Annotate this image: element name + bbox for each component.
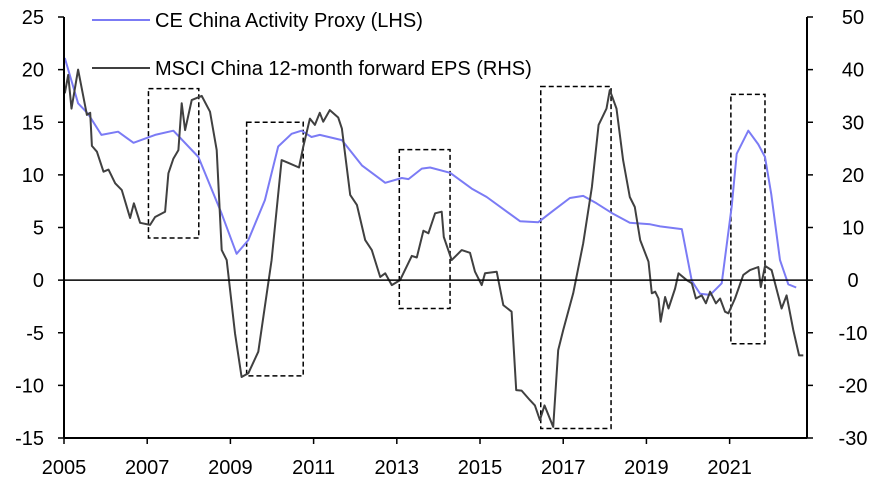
- x-tick-label: 2019: [624, 457, 669, 479]
- left-tick-label: -15: [15, 428, 44, 450]
- left-tick-label: 0: [33, 270, 44, 292]
- right-tick-label: -10: [839, 323, 868, 345]
- right-tick-label: 40: [842, 60, 864, 82]
- x-tick-label: 2015: [458, 457, 503, 479]
- highlight-box: [245, 121, 304, 377]
- left-tick-label: 10: [22, 165, 44, 187]
- highlight-box: [398, 148, 451, 310]
- x-tick-label: 2021: [707, 457, 752, 479]
- legend-label-activity: CE China Activity Proxy (LHS): [155, 10, 423, 32]
- x-tick-label: 2011: [292, 457, 335, 479]
- right-tick-label: 0: [847, 270, 858, 292]
- x-tick-label: 2009: [208, 457, 253, 479]
- x-tick-label: 2007: [125, 457, 170, 479]
- right-tick-label: 50: [842, 7, 864, 29]
- x-tick-label: 2005: [42, 457, 87, 479]
- x-tick-label: 2017: [541, 457, 586, 479]
- legend: CE China Activity Proxy (LHS) MSCI China…: [92, 10, 532, 80]
- right-tick-label: 30: [842, 112, 864, 134]
- right-tick-label: -20: [839, 375, 868, 397]
- left-tick-label: 20: [22, 60, 44, 82]
- msci-eps-line: [63, 68, 804, 428]
- activity-proxy-line: [63, 57, 797, 296]
- right-tick-label: 20: [842, 165, 864, 187]
- left-tick-label: 25: [22, 7, 44, 29]
- legend-label-eps: MSCI China 12-month forward EPS (RHS): [155, 58, 532, 80]
- highlight-box: [540, 85, 612, 430]
- left-tick-label: 15: [22, 112, 44, 134]
- x-tick-label: 2013: [375, 457, 420, 479]
- right-tick-label: -30: [839, 428, 868, 450]
- right-tick-label: 10: [842, 218, 864, 240]
- left-tick-label: 5: [33, 218, 44, 240]
- left-tick-label: -10: [15, 375, 44, 397]
- left-tick-label: -5: [26, 323, 44, 345]
- highlight-box: [147, 87, 200, 239]
